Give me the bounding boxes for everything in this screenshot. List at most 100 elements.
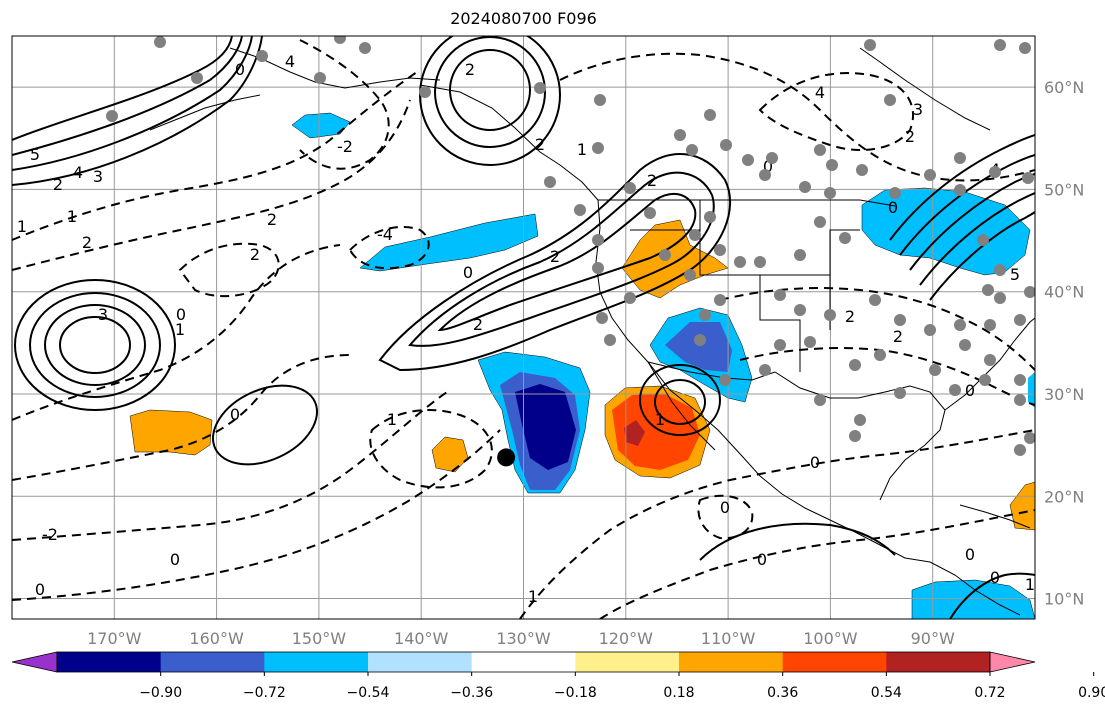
station-dot	[994, 264, 1006, 276]
station-dot	[854, 414, 866, 426]
contour-label: 2	[82, 233, 92, 252]
shade-region-caribbean-orange	[1009, 481, 1035, 531]
lon-tick-label: 130°W	[496, 629, 551, 648]
lon-tick-label: 100°W	[803, 629, 858, 648]
station-dot	[1014, 394, 1026, 406]
contour-neg-3	[12, 244, 341, 421]
contour-label: 1	[1025, 575, 1035, 594]
station-dot	[856, 164, 868, 176]
colorbar-frame	[56, 651, 991, 673]
contour-label: 0	[230, 405, 240, 424]
station-dot	[1019, 42, 1031, 54]
state-lines	[630, 200, 860, 372]
station-dot	[774, 339, 786, 351]
station-dot	[774, 289, 786, 301]
shade-region-baja-core	[612, 394, 700, 470]
contour-label: 2	[905, 127, 915, 146]
contour-neg-17	[697, 494, 754, 540]
contour-ridge-0	[378, 153, 731, 372]
station-dot	[699, 309, 711, 321]
station-dot	[824, 187, 836, 199]
station-dot	[604, 334, 616, 346]
station-dot	[534, 82, 546, 94]
contour-neg-8	[599, 509, 1035, 619]
colorbar-tick-label: −0.54	[347, 685, 390, 701]
contour-label: 0	[35, 580, 45, 599]
colorbar-tick-label: 0.36	[767, 685, 798, 701]
station-dot	[742, 154, 754, 166]
colorbar-segment	[264, 652, 369, 672]
shade-region-central-pacific	[359, 213, 539, 272]
contour-label: 2	[893, 327, 903, 346]
station-markers	[106, 36, 1035, 456]
contour-label: -2	[42, 525, 58, 544]
contour-ridge-1	[408, 171, 715, 347]
contour-label: 3	[913, 100, 923, 119]
map-plot-area: 123122-2-4100-20222201543210410000142340…	[12, 36, 1035, 619]
station-dot	[979, 374, 991, 386]
contour-label: 0	[763, 157, 773, 176]
station-dot	[814, 394, 826, 406]
contour-west-pacific-3	[12, 36, 253, 171]
station-dot	[659, 249, 671, 261]
station-dot	[191, 72, 203, 84]
station-dot	[894, 314, 906, 326]
colorbar-tick-label: 0.54	[871, 685, 902, 701]
station-dot	[954, 152, 966, 164]
contour-label: 0	[888, 198, 898, 217]
station-dot	[544, 176, 556, 188]
station-dot	[1014, 374, 1026, 386]
shade-region-small-orange	[431, 436, 469, 473]
station-dot	[959, 339, 971, 351]
station-dot	[977, 234, 989, 246]
station-dot	[594, 94, 606, 106]
colorbar-tick-label: 0.18	[663, 685, 694, 701]
colorbar-tick-label: 0.72	[974, 685, 1005, 701]
station-dot	[684, 269, 696, 281]
colorbar-segment	[679, 652, 784, 672]
contour-neg-9	[559, 52, 1035, 182]
station-dot	[794, 304, 806, 316]
colorbar-segment	[782, 652, 887, 672]
lon-tick-label: 170°W	[87, 629, 142, 648]
lon-tick-label: 160°W	[189, 629, 244, 648]
station-dot	[1014, 314, 1026, 326]
lat-tick-label: 20°N	[1044, 487, 1084, 506]
contour-caribbean	[949, 572, 1035, 619]
contour-high-hawaii-1	[14, 279, 176, 411]
station-dot	[799, 181, 811, 193]
station-dot	[674, 129, 686, 141]
station-dot	[314, 72, 326, 84]
shaded-regions	[129, 112, 1035, 619]
colorbar-segment	[57, 652, 162, 672]
coastline-cuba	[959, 504, 1031, 529]
contour-label: 2	[250, 245, 260, 264]
station-dot	[839, 232, 851, 244]
coastline-gulf	[774, 371, 946, 501]
station-dot	[689, 229, 701, 241]
shade-region-caribbean	[911, 579, 1035, 619]
station-dot	[814, 144, 826, 156]
contour-gulf-alaska-2	[434, 36, 546, 148]
contour-neg-5	[12, 389, 451, 541]
contour-label: 5	[30, 145, 40, 164]
contour-label: 1	[528, 587, 538, 606]
station-dot	[984, 319, 996, 331]
colorbar-tick-label: −0.90	[139, 685, 182, 701]
station-dot	[864, 39, 876, 51]
station-dot	[924, 324, 936, 336]
contour-neg-13	[299, 39, 390, 170]
station-dot	[359, 42, 371, 54]
station-dot	[719, 374, 731, 386]
station-dot	[954, 184, 966, 196]
lat-tick-label: 60°N	[1044, 78, 1084, 97]
lon-tick-label: 90°W	[911, 629, 955, 648]
colorbar-extend-low	[11, 651, 58, 673]
shade-region-southwest-core	[665, 322, 732, 372]
contour-label: 0	[965, 545, 975, 564]
coastline-north-america-west	[419, 84, 931, 563]
contour-baja-1	[639, 364, 721, 436]
station-dot	[989, 166, 1001, 178]
contour-pacific-south	[699, 522, 896, 561]
